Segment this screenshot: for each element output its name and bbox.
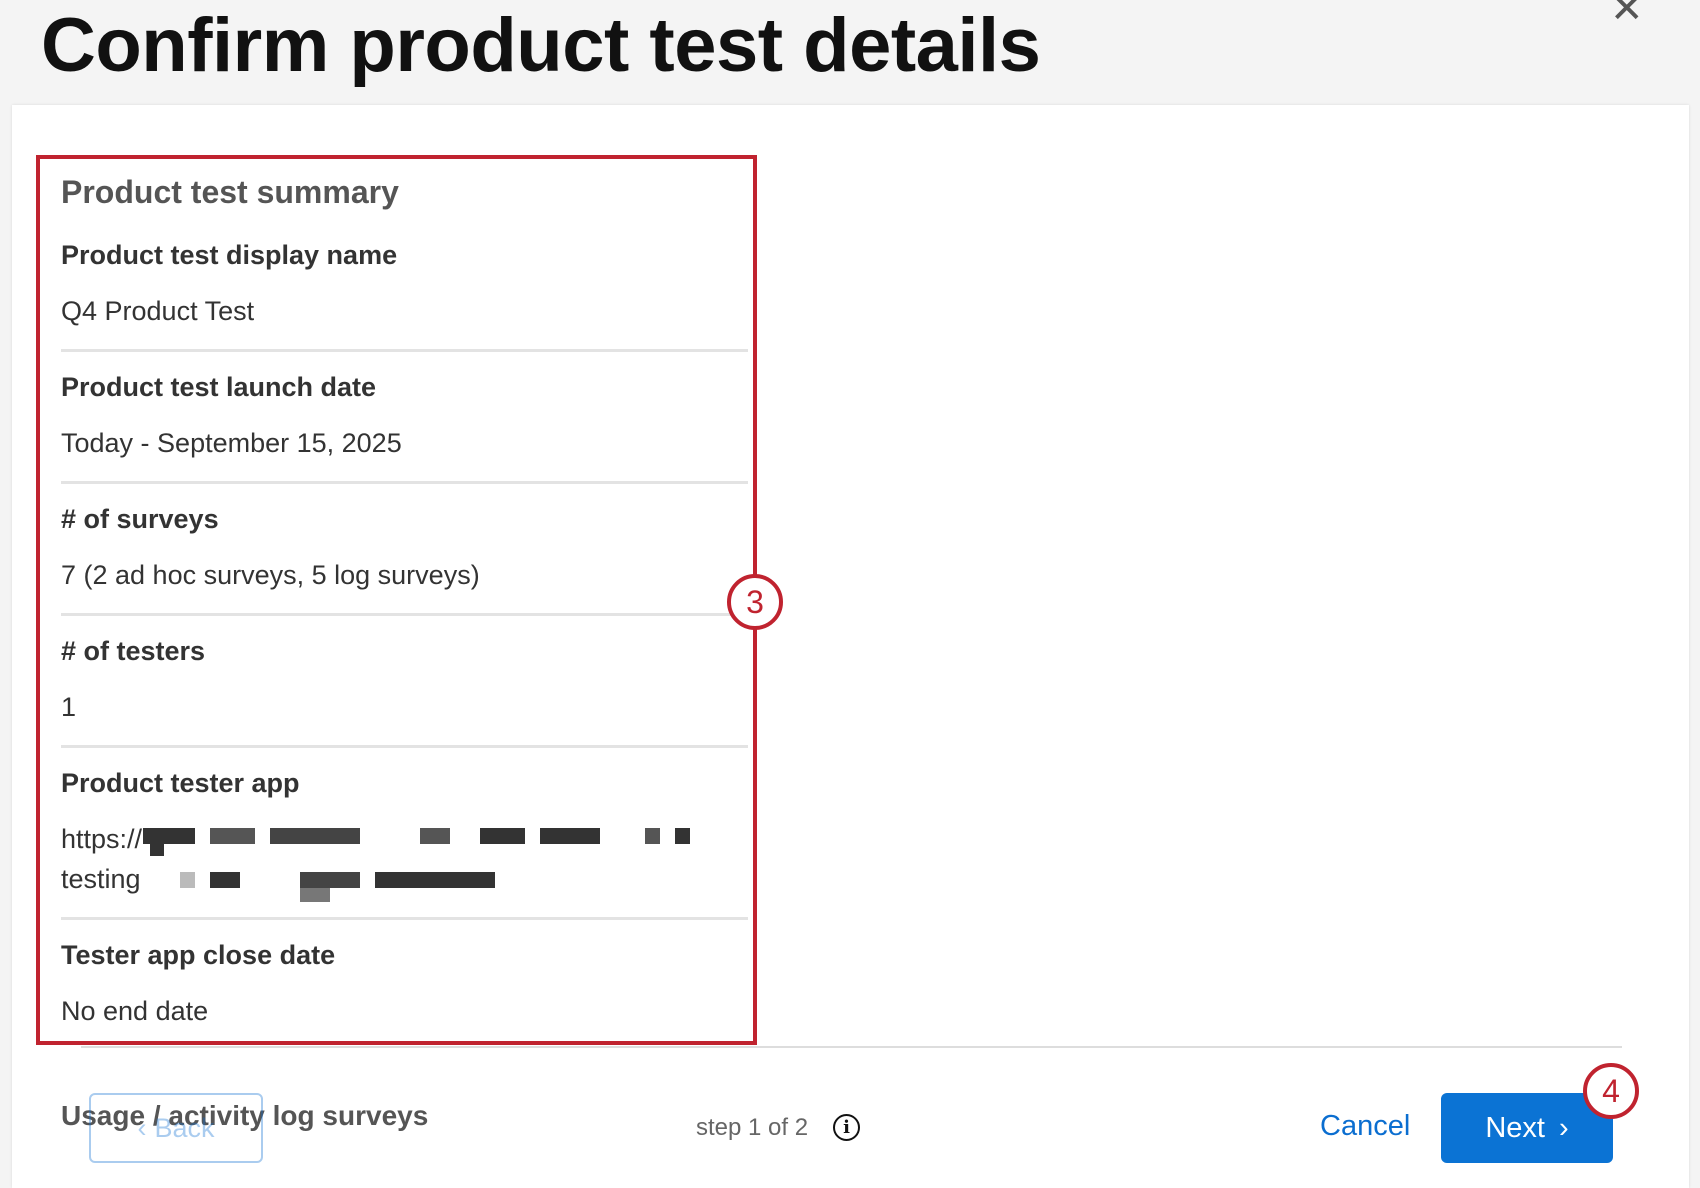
field-label: Product test launch date: [61, 372, 377, 402]
field-label: # of testers: [61, 636, 206, 666]
back-button[interactable]: ‹ Back: [89, 1093, 263, 1163]
cancel-button[interactable]: Cancel: [1320, 1110, 1411, 1142]
dialog-title: Confirm product test details: [41, 3, 1041, 88]
back-label: Back: [154, 1112, 215, 1143]
field-label: # of surveys: [61, 504, 219, 534]
field-label: Tester app close date: [61, 940, 336, 970]
callout-badge-3: 3: [727, 574, 783, 630]
chevron-left-icon: ‹: [137, 1112, 147, 1143]
divider: [61, 481, 748, 484]
field-label: Product tester app: [61, 768, 300, 798]
next-label: Next: [1485, 1111, 1545, 1144]
chevron-right-icon: ›: [1558, 1111, 1569, 1144]
callout-badge-4: 4: [1583, 1063, 1639, 1119]
divider: [61, 745, 748, 748]
footer-divider: [81, 1046, 1622, 1048]
field-value-url-2: testing: [61, 864, 141, 894]
step-indicator: step 1 of 2: [696, 1114, 809, 1141]
info-icon[interactable]: i: [833, 1114, 860, 1141]
field-value: 7 (2 ad hoc surveys, 5 log surveys): [61, 560, 480, 590]
close-icon[interactable]: ✕: [1610, 0, 1644, 31]
divider: [61, 349, 748, 352]
field-value: Today - September 15, 2025: [61, 428, 402, 458]
divider: [61, 613, 748, 616]
field-value-url: https://: [61, 824, 143, 854]
field-value: Q4 Product Test: [61, 296, 255, 326]
section-label: Usage / activity log surveys: [61, 1100, 429, 1131]
field-value: No end date: [61, 996, 209, 1026]
field-value: 1: [61, 692, 77, 722]
divider: [61, 917, 748, 920]
summary-heading: Product test summary: [61, 174, 399, 210]
highlight-box: [36, 155, 757, 1045]
dialog-panel: [12, 105, 1689, 1188]
next-button[interactable]: Next ›: [1441, 1093, 1613, 1163]
field-label: Product test display name: [61, 240, 398, 270]
